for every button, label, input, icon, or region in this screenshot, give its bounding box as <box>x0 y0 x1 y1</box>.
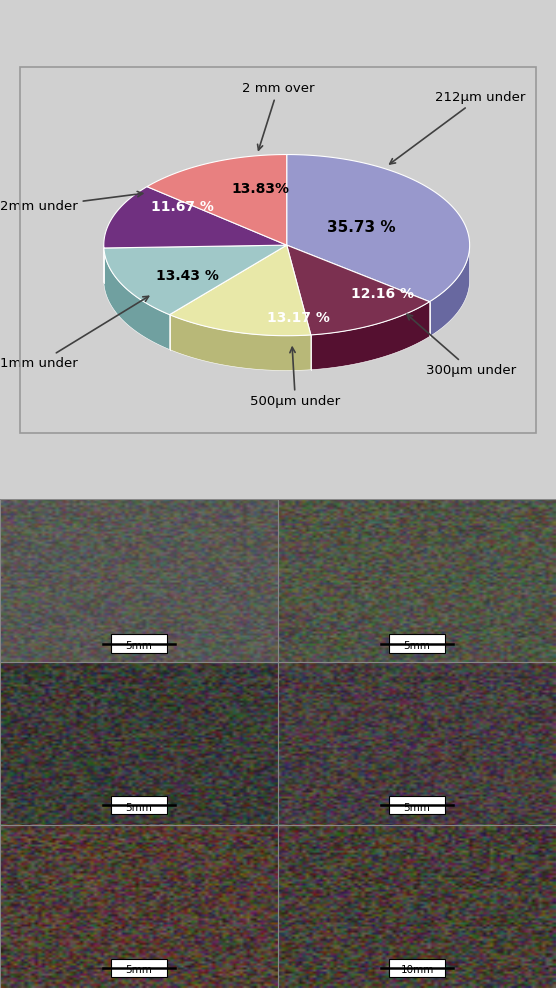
Text: 5mm: 5mm <box>126 641 152 651</box>
Bar <box>278 499 556 662</box>
Bar <box>0 499 278 662</box>
Text: 212μm under: 212μm under <box>390 91 525 164</box>
Polygon shape <box>104 248 170 350</box>
Bar <box>278 662 556 825</box>
Text: 13.83%: 13.83% <box>232 183 290 197</box>
Polygon shape <box>147 154 287 245</box>
Polygon shape <box>287 245 430 335</box>
Text: 11.67 %: 11.67 % <box>151 200 214 213</box>
Bar <box>111 958 167 977</box>
Text: 5mm: 5mm <box>126 965 152 975</box>
Text: 1mm under: 1mm under <box>0 296 148 370</box>
Polygon shape <box>104 245 287 314</box>
Text: 2mm under: 2mm under <box>0 192 143 213</box>
Text: 12.16 %: 12.16 % <box>351 287 414 301</box>
Bar <box>389 795 445 814</box>
Polygon shape <box>104 187 287 248</box>
Text: 300μm under: 300μm under <box>407 314 516 377</box>
Text: 13.17 %: 13.17 % <box>267 311 330 325</box>
Bar <box>111 795 167 814</box>
Bar <box>0 825 278 988</box>
Polygon shape <box>311 301 430 370</box>
Text: 2 mm over: 2 mm over <box>242 82 314 150</box>
Text: 35.73 %: 35.73 % <box>327 220 396 235</box>
Text: 5mm: 5mm <box>404 641 430 651</box>
Bar <box>389 958 445 977</box>
Text: 5mm: 5mm <box>126 802 152 812</box>
Bar <box>389 634 445 653</box>
Bar <box>0 662 278 825</box>
Polygon shape <box>170 314 311 370</box>
Bar <box>111 634 167 653</box>
Text: 13.43 %: 13.43 % <box>156 270 219 284</box>
Text: 5mm: 5mm <box>404 802 430 812</box>
Polygon shape <box>287 154 470 301</box>
Text: 500μm under: 500μm under <box>250 348 340 408</box>
Polygon shape <box>170 245 311 336</box>
Bar <box>278 825 556 988</box>
Polygon shape <box>430 247 470 337</box>
Text: 10mm: 10mm <box>400 965 434 975</box>
